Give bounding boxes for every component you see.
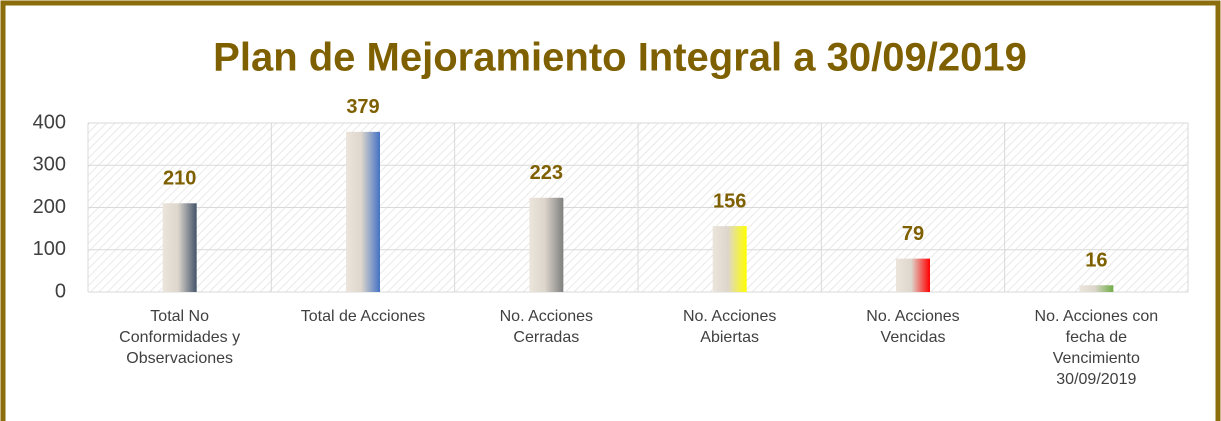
y-tick-label: 100 <box>33 238 66 260</box>
x-tick-label: No. Acciones Vencidas <box>866 308 960 346</box>
x-tick-label: No. Acciones con fecha de Vencimiento 30… <box>1034 308 1159 388</box>
data-label: 16 <box>1085 250 1107 272</box>
y-tick-label: 200 <box>33 196 66 218</box>
data-label: 156 <box>713 190 746 212</box>
y-tick-label: 0 <box>55 280 66 302</box>
y-tick-label: 400 <box>33 111 66 133</box>
bar <box>1079 285 1114 292</box>
bar <box>712 226 747 292</box>
data-label: 79 <box>902 223 924 245</box>
x-tick-label: No. Acciones Abiertas <box>682 308 777 346</box>
x-tick-label: Total de Acciones <box>300 308 426 325</box>
bar <box>162 203 197 292</box>
x-tick-label: Total No Conformidades y Observaciones <box>119 308 241 367</box>
bar <box>529 197 564 292</box>
data-label: 379 <box>346 96 379 118</box>
data-label: 223 <box>530 162 563 184</box>
y-tick-label: 300 <box>33 154 66 176</box>
data-label: 210 <box>163 168 196 190</box>
x-tick-label: No. Acciones Cerradas <box>499 308 594 346</box>
chart-title: Plan de Mejoramiento Integral a 30/09/20… <box>213 36 1027 80</box>
bar <box>346 131 380 292</box>
bar <box>896 258 930 292</box>
